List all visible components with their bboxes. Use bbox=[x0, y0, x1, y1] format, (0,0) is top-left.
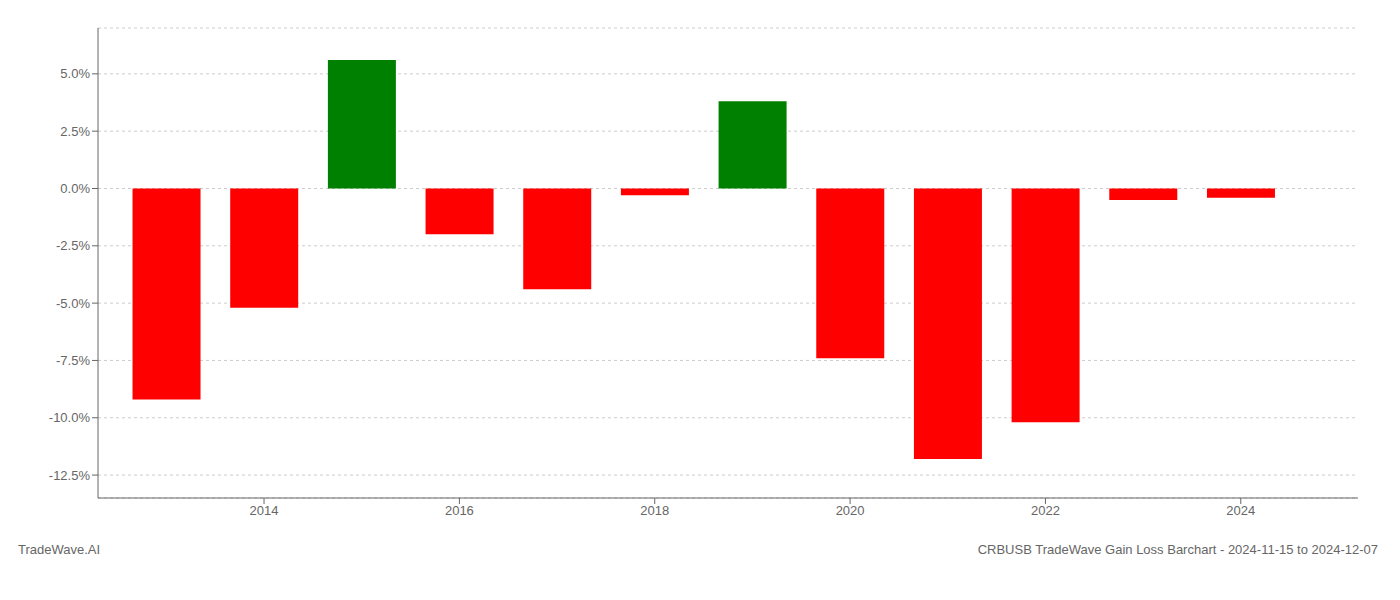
svg-text:2022: 2022 bbox=[1031, 503, 1060, 518]
svg-text:0.0%: 0.0% bbox=[60, 181, 90, 196]
svg-text:-10.0%: -10.0% bbox=[49, 410, 91, 425]
svg-text:2016: 2016 bbox=[445, 503, 474, 518]
svg-text:-2.5%: -2.5% bbox=[56, 238, 90, 253]
html-text:CRBUSB TradeWave Gain Loss Bar: CRBUSB TradeWave Gain Loss Barchart - 20… bbox=[977, 542, 1378, 557]
svg-text:2020: 2020 bbox=[836, 503, 865, 518]
svg-text:-5.0%: -5.0% bbox=[56, 296, 90, 311]
html-text:TradeWave.AI: TradeWave.AI bbox=[18, 542, 101, 557]
svg-text:2018: 2018 bbox=[640, 503, 669, 518]
svg-text:2014: 2014 bbox=[250, 503, 279, 518]
svg-text:-12.5%: -12.5% bbox=[49, 468, 91, 483]
svg-text:2.5%: 2.5% bbox=[60, 124, 90, 139]
svg-text:-7.5%: -7.5% bbox=[56, 353, 90, 368]
svg-text:2024: 2024 bbox=[1226, 503, 1255, 518]
svg-text:5.0%: 5.0% bbox=[60, 66, 90, 81]
